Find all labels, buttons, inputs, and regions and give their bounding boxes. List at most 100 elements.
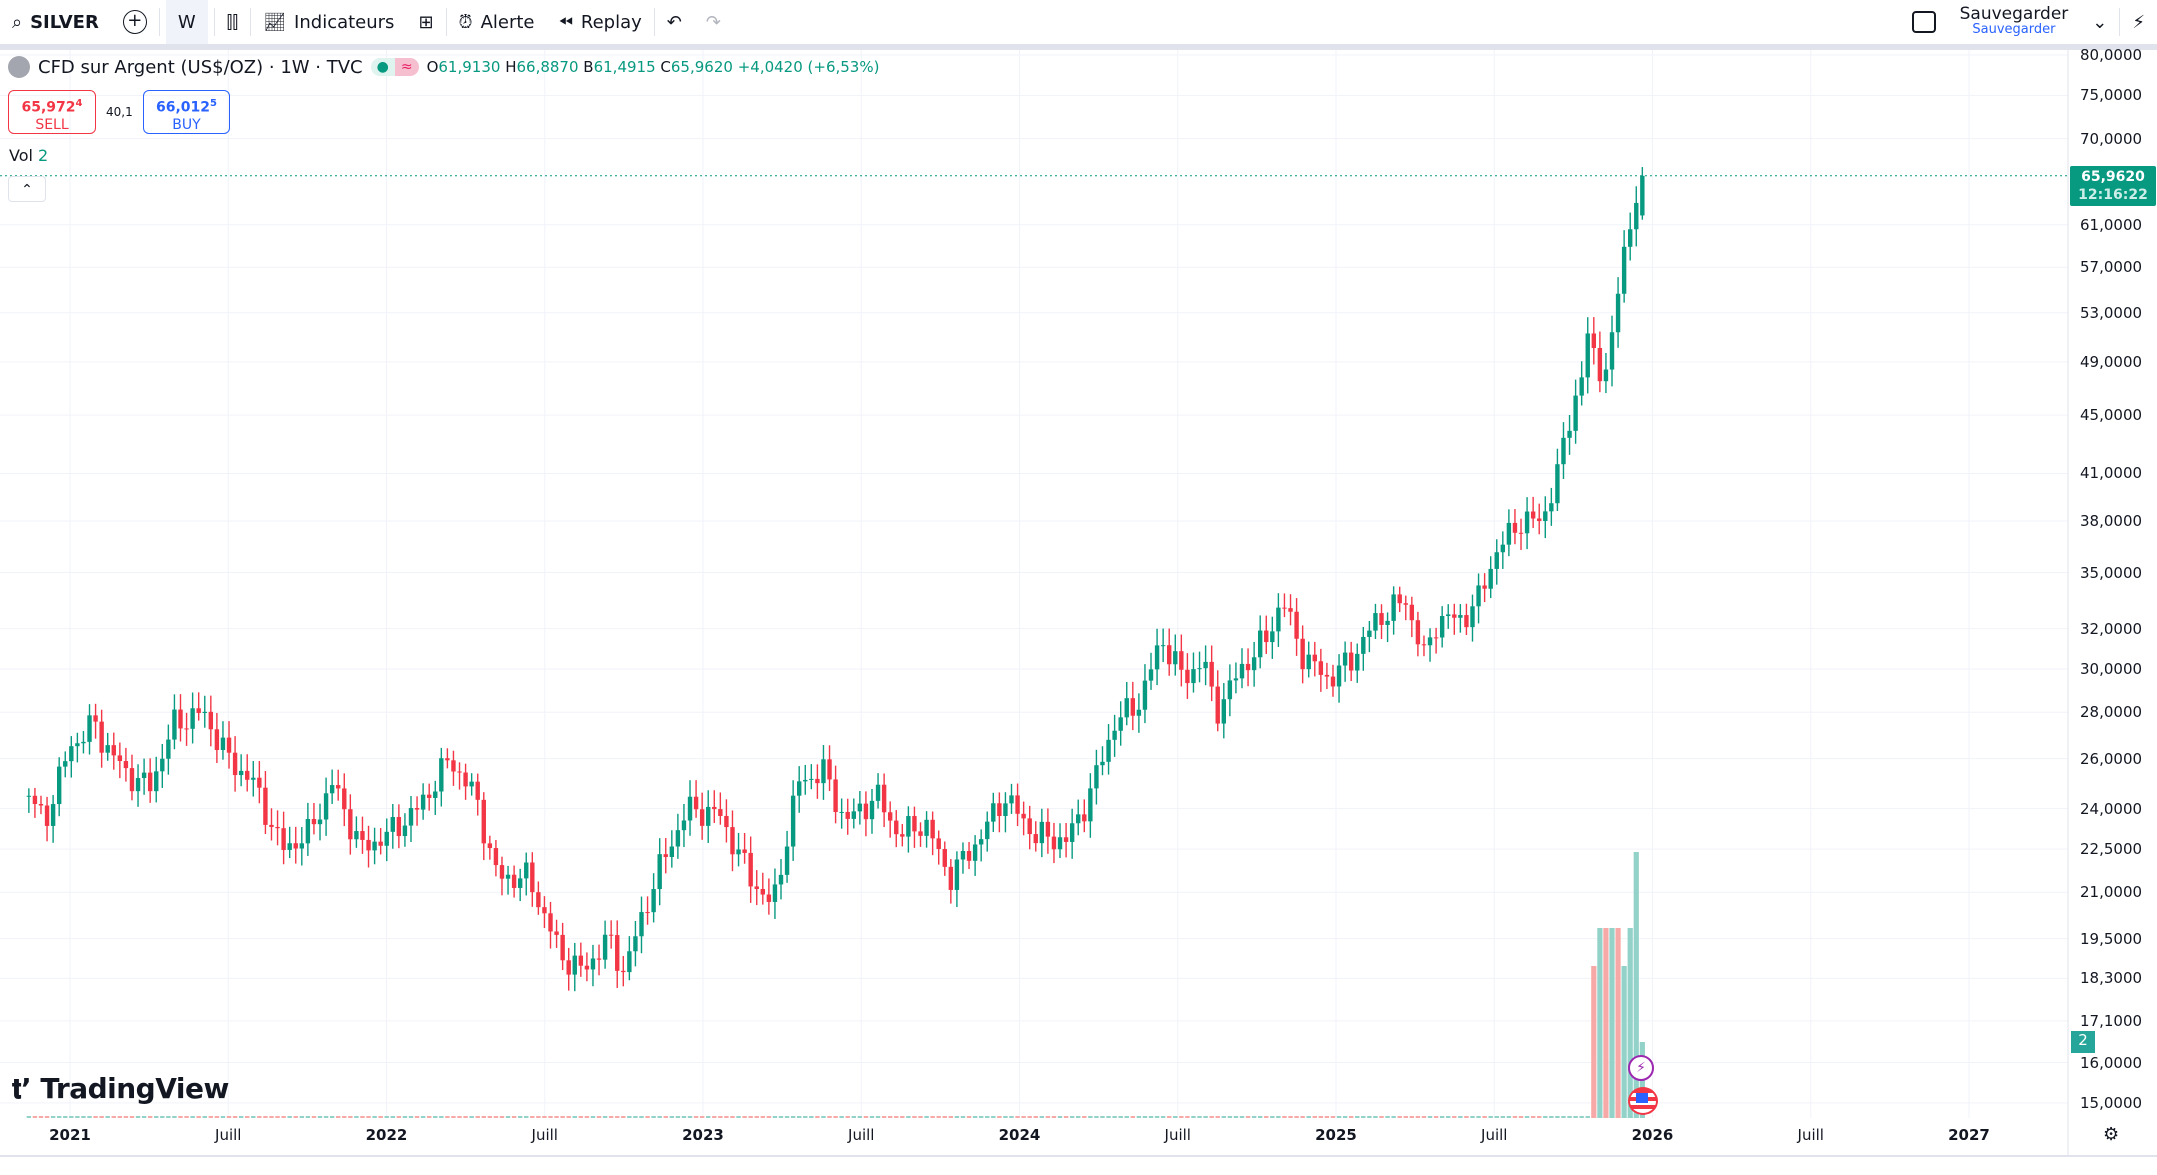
volume-bar	[1555, 1116, 1560, 1118]
volume-bar	[1409, 1116, 1415, 1118]
candle-body	[1197, 668, 1202, 670]
interval-button[interactable]: W	[165, 0, 208, 44]
candle-body	[1191, 669, 1196, 684]
volume-bar	[1251, 1116, 1257, 1118]
candle-body	[1203, 661, 1208, 669]
volume-bar	[736, 1116, 741, 1118]
compare-button[interactable]: +	[111, 0, 159, 44]
volume-bar	[1027, 1116, 1032, 1118]
candle-body	[1057, 837, 1063, 850]
volume-bar	[1100, 1116, 1105, 1118]
candle-body	[63, 761, 68, 767]
collapse-pane-button[interactable]: ⌃	[8, 176, 46, 202]
candle-body	[1215, 686, 1220, 724]
candle-body	[1233, 678, 1239, 681]
volume-bar	[56, 1116, 62, 1118]
candle-body	[426, 794, 432, 798]
volume-bar	[1427, 1116, 1433, 1118]
volume-bar	[772, 1116, 778, 1118]
candle-body	[875, 784, 881, 801]
volume-bar	[1118, 1116, 1123, 1118]
undo-button[interactable]: ↶	[655, 0, 694, 44]
event-marker-lightning[interactable]: ⚡︎	[1628, 1055, 1654, 1081]
ohlc-values: O61,9130 H66,8870 B61,4915 C65,9620 +4,0…	[426, 58, 880, 76]
time-axis-label: 2024	[998, 1126, 1041, 1144]
volume-tag: 2	[2071, 1031, 2095, 1053]
layouts-button[interactable]: ⊞	[406, 0, 445, 44]
market-status-badge[interactable]: ● ≈	[370, 58, 419, 76]
candle-body	[1446, 614, 1451, 617]
volume-bar	[894, 1116, 899, 1118]
volume-bar	[439, 1116, 444, 1118]
divider	[213, 8, 215, 36]
candle-body	[105, 745, 110, 753]
volume-bar	[954, 1116, 960, 1118]
candle-body	[1385, 620, 1390, 625]
volume-bar	[827, 1116, 832, 1118]
redo-button[interactable]: ↷	[694, 0, 733, 44]
fullscreen-toggle[interactable]	[1900, 0, 1948, 44]
candle-body	[69, 746, 74, 762]
candle-body	[1397, 594, 1402, 604]
volume-bar	[63, 1116, 68, 1118]
volume-bar	[1633, 852, 1639, 1118]
save-dropdown[interactable]: ⌄	[2080, 0, 2119, 44]
volume-bar	[839, 1116, 844, 1118]
volume-legend: Vol 2	[9, 146, 49, 165]
candle-body	[1167, 645, 1172, 665]
volume-bar	[560, 1116, 565, 1118]
price-axis-label: 75,0000	[2080, 86, 2143, 105]
alert-button[interactable]: ⏰︎ Alerte	[458, 11, 535, 33]
event-marker-us-economic[interactable]	[1628, 1087, 1658, 1115]
save-button[interactable]: Sauvegarder Sauvegarder	[1959, 4, 2069, 38]
sell-button[interactable]: 65,9724 SELL	[8, 90, 96, 134]
volume-bar	[336, 1116, 341, 1118]
candle-body	[384, 831, 389, 846]
candle-body	[433, 791, 438, 798]
candle-body	[348, 809, 353, 840]
candle-body	[1185, 669, 1190, 684]
candle-body	[578, 955, 584, 966]
volume-bar	[997, 1116, 1002, 1118]
candle-body	[621, 970, 626, 973]
candle-body	[894, 820, 899, 835]
chart-type-button[interactable]: ⫿⫿	[215, 0, 251, 44]
volume-bar	[869, 1116, 875, 1118]
volume-bar	[851, 1116, 856, 1118]
candle-body	[869, 800, 875, 820]
volume-bar	[900, 1116, 905, 1118]
price-axis-label: 80,0000	[2080, 46, 2143, 64]
volume-bar	[627, 1116, 632, 1118]
candle-body	[38, 803, 44, 806]
quick-search-button[interactable]: ⚡︎	[2120, 0, 2157, 44]
indicators-button[interactable]: 📈︎ Indicateurs	[263, 11, 395, 33]
price-axis-label: 22,5000	[2080, 840, 2143, 859]
volume-bar	[608, 1116, 614, 1118]
tradingview-logo[interactable]: 𝐭’ TradingView	[12, 1072, 229, 1105]
candle-body	[111, 745, 116, 756]
candle-body	[439, 758, 444, 792]
replay-button[interactable]: ⏪︎ Replay	[558, 11, 642, 33]
candle-body	[863, 803, 869, 820]
volume-bar	[602, 1116, 608, 1118]
symbol-search[interactable]: ⌕ SILVER	[12, 11, 99, 33]
candle-body	[184, 728, 189, 730]
axis-settings-button[interactable]: ⚙	[2103, 1124, 2119, 1145]
volume-bar	[645, 1116, 650, 1118]
candle-body	[517, 878, 523, 888]
candle-body	[372, 841, 377, 851]
candle-body	[190, 708, 195, 729]
price-chart[interactable]	[0, 50, 2157, 1155]
candle-body	[1494, 552, 1499, 569]
top-toolbar: ⌕ SILVER + W ⫿⫿ 📈︎ Indicateurs ⊞ ⏰︎ Alerte …	[0, 0, 2157, 44]
candle-body	[445, 758, 450, 761]
candle-body	[1361, 636, 1366, 654]
buy-button[interactable]: 66,0125 BUY	[143, 90, 230, 134]
candle-body	[1579, 377, 1584, 396]
candle-body	[493, 848, 499, 866]
candle-body	[1082, 814, 1087, 822]
candles-icon: ⫿⫿	[226, 11, 239, 33]
symbol-title[interactable]: CFD sur Argent (US$/OZ) · 1W · TVC	[38, 56, 363, 78]
volume-bar	[317, 1116, 323, 1118]
volume-bar	[342, 1116, 347, 1118]
